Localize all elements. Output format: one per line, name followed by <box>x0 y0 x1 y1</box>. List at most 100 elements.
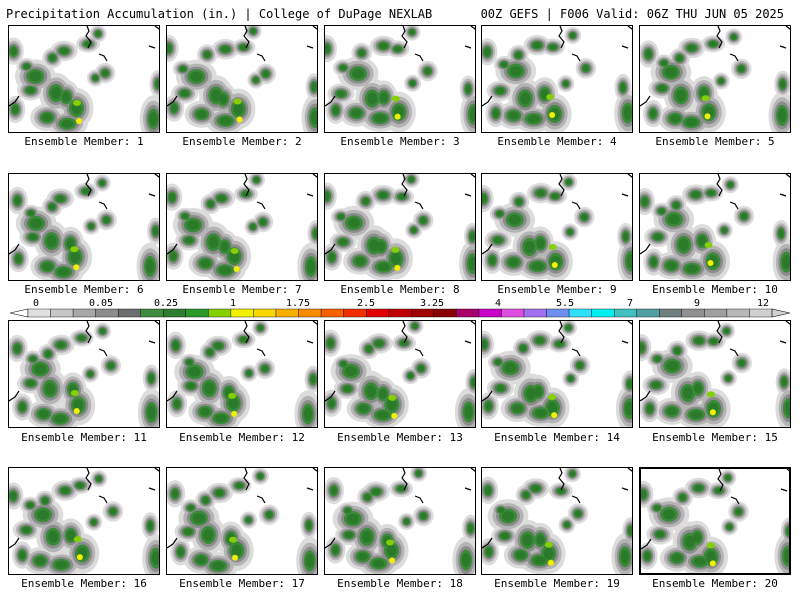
precip-contour <box>489 256 496 265</box>
precip-contour <box>515 551 526 559</box>
precip-contour <box>718 78 724 84</box>
map-panel-5[interactable] <box>639 25 791 133</box>
precip-contour <box>110 508 116 515</box>
map-panel-12[interactable] <box>166 320 318 428</box>
precip-contour <box>563 81 569 87</box>
map-panel-14[interactable] <box>481 320 633 428</box>
coastline <box>401 468 408 491</box>
precip-contour <box>727 182 733 188</box>
precip-contour <box>306 259 315 274</box>
map-panel-13[interactable] <box>324 320 476 428</box>
precip-contour <box>409 29 415 35</box>
precip-max <box>391 412 398 419</box>
map-panel-16[interactable] <box>8 467 160 575</box>
map-panel-11[interactable] <box>8 320 160 428</box>
precip-contour <box>366 385 377 398</box>
coastline <box>401 26 408 49</box>
map-title: Precipitation Accumulation (in.) | Colle… <box>6 7 433 21</box>
precip-contour <box>56 195 65 202</box>
map-panel-19[interactable] <box>481 467 633 575</box>
panel-caption: Ensemble Member: 1 <box>24 135 144 148</box>
coastline <box>98 495 108 504</box>
precip-contour <box>676 55 683 62</box>
colorbar-label: 1.75 <box>285 298 311 309</box>
precip-contour <box>88 223 94 229</box>
panel-caption: Ensemble Member: 11 <box>21 431 147 444</box>
precip-contour <box>29 234 37 240</box>
precip-contour <box>725 475 731 481</box>
precip-contour <box>54 414 67 423</box>
precip-contour <box>672 554 682 562</box>
coastline <box>558 468 565 491</box>
precip-contour <box>566 179 572 185</box>
map-panel-20[interactable] <box>639 467 791 575</box>
precip-max <box>228 392 237 399</box>
precip-contour <box>233 102 244 115</box>
precip-contour <box>204 51 211 58</box>
map-panel-8[interactable] <box>324 173 476 281</box>
precip-contour <box>567 229 573 235</box>
precip-contour <box>182 213 189 219</box>
map-panel-17[interactable] <box>166 467 318 575</box>
colorbar-swatch <box>117 308 141 318</box>
precip-field <box>325 321 475 427</box>
precip-contour <box>344 531 353 538</box>
colorbar-labels: 0 0.05 0.25 1 1.75 2.5 3.25 4 5.5 7 9 12 <box>0 298 800 310</box>
panel-caption: Ensemble Member: 12 <box>179 431 305 444</box>
map-panel-4[interactable] <box>481 25 633 133</box>
precip-contour <box>102 70 109 77</box>
coastline <box>558 321 565 344</box>
colorbar-swatch <box>478 308 502 318</box>
precip-max <box>236 116 243 123</box>
precip-contour <box>188 366 201 377</box>
precip-contour <box>70 251 81 263</box>
precip-contour <box>534 409 547 417</box>
colorbar-swatch <box>523 308 547 318</box>
precip-field <box>482 174 632 280</box>
precip-contour <box>464 404 473 419</box>
coastline <box>482 390 493 402</box>
precip-contour <box>310 375 316 384</box>
colorbar-min-arrow <box>10 308 29 318</box>
precip-contour <box>217 195 226 202</box>
precip-max <box>709 560 716 567</box>
precip-contour <box>369 239 379 252</box>
precip-max <box>394 113 401 120</box>
map-panel-7[interactable] <box>166 173 318 281</box>
colorbar-swatch <box>681 308 705 318</box>
map-panel-18[interactable] <box>324 467 476 575</box>
precip-field <box>325 468 475 574</box>
panel-caption: Ensemble Member: 17 <box>179 577 305 590</box>
precip-contour <box>725 375 731 381</box>
precip-contour <box>330 486 337 495</box>
map-panel-1[interactable] <box>8 25 160 133</box>
precip-contour <box>508 258 519 267</box>
precip-contour <box>376 411 389 420</box>
precip-contour <box>172 489 178 498</box>
map-panel-2[interactable] <box>166 25 318 133</box>
precip-contour <box>340 65 347 71</box>
map-panel-10[interactable] <box>639 173 791 281</box>
precip-contour <box>620 83 626 92</box>
precip-contour <box>536 190 545 196</box>
coastline <box>312 174 317 178</box>
map-panel-9[interactable] <box>481 173 633 281</box>
precip-contour <box>693 532 701 543</box>
coastline <box>470 468 475 472</box>
precip-max <box>394 264 401 271</box>
precip-contour <box>328 253 335 262</box>
precip-contour <box>219 266 232 275</box>
coastline <box>571 348 581 357</box>
colorbar-swatch <box>704 308 728 318</box>
precip-contour <box>469 107 475 122</box>
coastline <box>627 468 632 472</box>
precip-contour <box>379 192 388 199</box>
map-panel-3[interactable] <box>324 25 476 133</box>
precip-max <box>706 542 715 549</box>
map-panel-6[interactable] <box>8 173 160 281</box>
map-panel-15[interactable] <box>639 320 791 428</box>
coastline <box>256 53 266 62</box>
precip-contour <box>664 67 677 78</box>
precip-contour <box>652 382 661 388</box>
precip-contour <box>304 407 312 421</box>
